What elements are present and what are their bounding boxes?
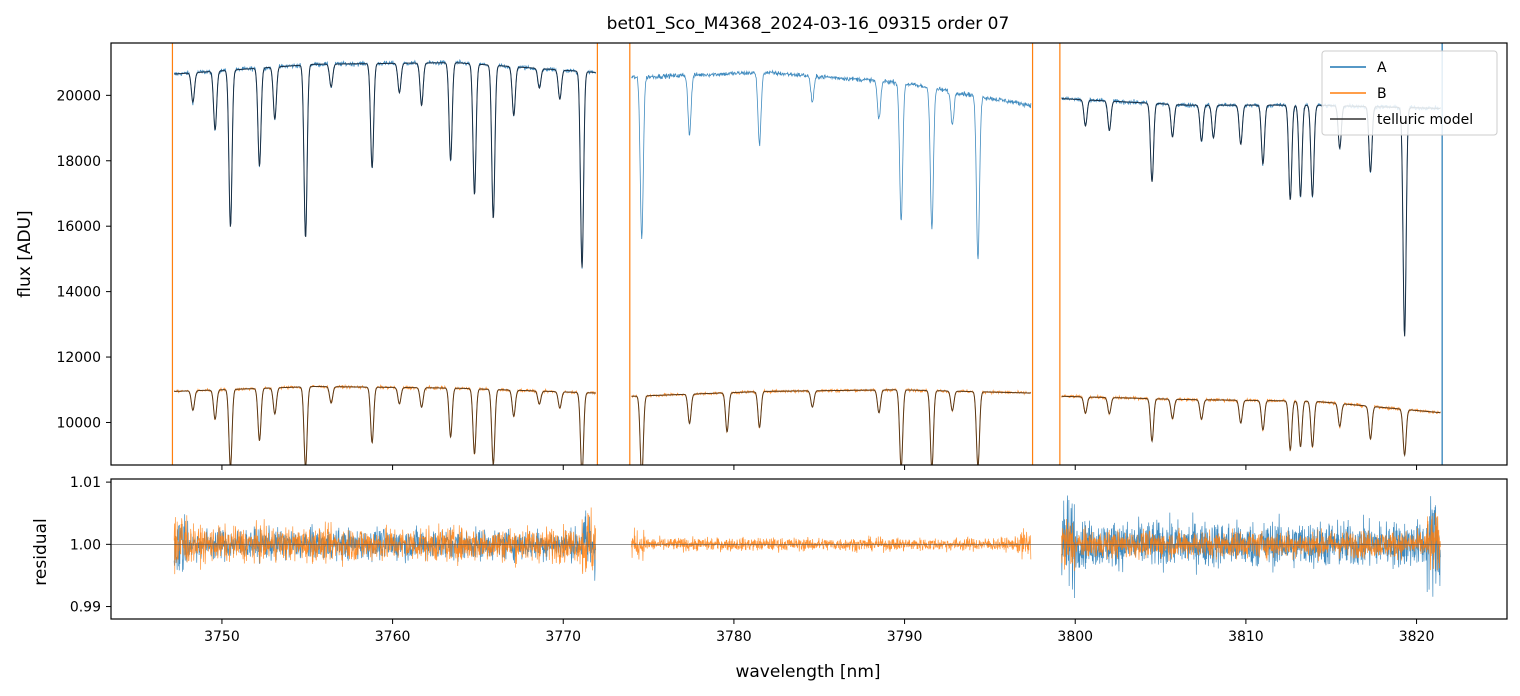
residual-y-label: residual: [31, 518, 51, 585]
x-tick-label: 3810: [1228, 629, 1264, 645]
flux-y-tick-label: 12000: [56, 350, 101, 366]
x-tick-label: 3790: [887, 629, 923, 645]
legend: A B telluric model: [1321, 50, 1498, 136]
flux-y-tick-label: 16000: [56, 219, 101, 235]
legend-frame: [1321, 50, 1498, 136]
flux-panel: [171, 43, 1443, 465]
residual-x-ticks: 3750 3760 3770 3780 3790 3800 3810 3820: [204, 619, 1434, 645]
x-tick-label: 3760: [375, 629, 411, 645]
flux-y-tick-label: 14000: [56, 285, 101, 301]
flux-x-ticks: [221, 465, 1418, 470]
residual-b-segment-3: [1061, 512, 1441, 571]
legend-label-a: A: [1377, 60, 1387, 76]
legend-label-b: B: [1377, 86, 1387, 102]
residual-y-tick-label: 0.99: [70, 600, 101, 616]
telluric-model-b-segment-1: [174, 385, 596, 465]
telluric-model-a-segment-1: [174, 62, 596, 268]
chart-title: bet01_Sco_M4368_2024-03-16_09315 order 0…: [607, 14, 1010, 34]
x-tick-label: 3800: [1057, 629, 1093, 645]
spectrum-a-segment-2: [631, 69, 1032, 260]
residual-panel-frame: [110, 478, 1508, 620]
x-tick-label: 3750: [204, 629, 240, 645]
flux-y-tick-label: 20000: [56, 88, 101, 104]
x-axis-label: wavelength [nm]: [735, 662, 880, 682]
residual-panel: [111, 495, 1507, 598]
x-tick-label: 3770: [545, 629, 581, 645]
x-tick-label: 3780: [716, 629, 752, 645]
legend-label-model: telluric model: [1377, 112, 1473, 128]
telluric-model-b-segment-3: [1061, 395, 1441, 458]
residual-y-tick-label: 1.00: [70, 537, 101, 553]
flux-y-ticks: 10000 12000 14000 16000 18000 20000: [56, 88, 111, 431]
residual-b-segment-2: [631, 527, 1032, 561]
flux-panel-frame: [110, 42, 1508, 466]
x-tick-label: 3820: [1399, 629, 1435, 645]
flux-y-tick-label: 10000: [56, 415, 101, 431]
flux-y-tick-label: 18000: [56, 154, 101, 170]
residual-b-segment-1: [173, 507, 597, 575]
residual-y-ticks: 0.99 1.00 1.01: [70, 475, 111, 616]
telluric-model-b-segment-2: [631, 389, 1031, 465]
flux-y-label: flux [ADU]: [15, 210, 35, 297]
residual-y-tick-label: 1.01: [70, 475, 101, 491]
